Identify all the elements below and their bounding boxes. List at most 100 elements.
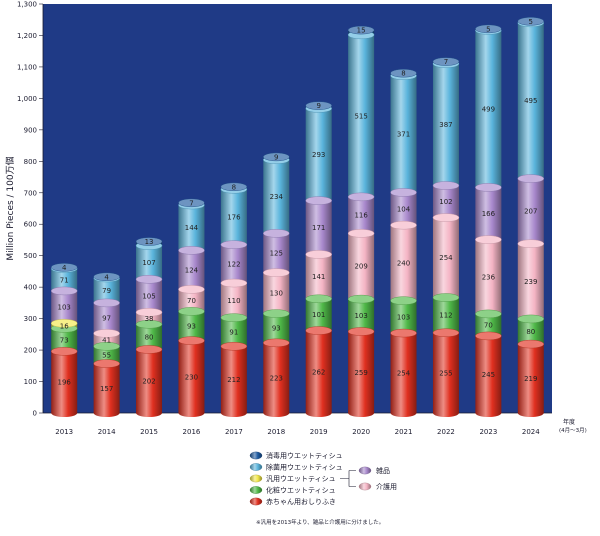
bar-value-label: 202 (142, 378, 155, 386)
bar-value-label: 80 (526, 328, 535, 336)
legend-label: 介護用 (376, 482, 397, 491)
bar-segment (390, 192, 417, 226)
bar-value-label: 110 (227, 297, 240, 305)
bar-value-label: 13 (145, 238, 154, 246)
bar-value-label: 4 (104, 273, 109, 281)
bar-value-label: 495 (524, 97, 537, 105)
bar-segment (517, 344, 544, 413)
bar-value-label: 171 (312, 224, 325, 232)
footnote: ※汎用を2013年より、雑品と介護用に分けました。 (256, 518, 384, 526)
x-tick-label: 2021 (395, 428, 413, 436)
bar-value-label: 262 (312, 368, 325, 376)
bar-stack-2014: 157 55 41 97 79 4 (93, 272, 120, 417)
bar-segment (305, 298, 332, 331)
bar-segment (348, 331, 375, 413)
legend-swatch (249, 451, 263, 460)
legend-bracket (340, 470, 356, 487)
bar-segment-top (220, 240, 248, 249)
bar-segment (263, 159, 290, 234)
bar-segment-top (517, 174, 544, 183)
bar-value-label: 93 (187, 323, 196, 331)
legend-label: 雑品 (376, 466, 390, 475)
bar-segment (517, 243, 544, 319)
bar-segment (517, 22, 544, 179)
bar-value-label: 80 (145, 333, 154, 341)
bar-segment-top (475, 24, 502, 34)
bar-segment (432, 63, 459, 186)
legend-item: 汎用ウエットティシュ (249, 474, 336, 483)
bar-segment (220, 346, 247, 413)
legend-item: 赤ちゃん用おしりふき (249, 497, 336, 506)
bar-segment (390, 333, 417, 413)
bar-stack-2015: 202 80 38 105 107 13 (135, 237, 163, 417)
bar-segment-bottom (432, 409, 459, 417)
bar-segment-top (178, 246, 205, 255)
bar-value-label: 259 (354, 369, 367, 377)
bar-value-label: 234 (270, 193, 284, 201)
bar-segment-top (305, 294, 332, 303)
bar-value-label: 130 (270, 290, 283, 298)
legend-swatch (249, 474, 263, 483)
bar-value-label: 70 (484, 321, 493, 329)
bar-segment (390, 300, 417, 334)
bar-segment (136, 279, 163, 313)
bar-value-label: 7 (444, 58, 448, 66)
y-tick-label: 1,300 (17, 1, 37, 9)
bar-value-label: 239 (524, 278, 537, 286)
bar-segment-top (305, 326, 332, 335)
bar-stack-2018: 223 93 130 125 234 9 (263, 152, 290, 417)
bar-segment-top (135, 308, 163, 317)
bar-segment-top (517, 17, 544, 26)
x-tick-label: 2019 (310, 428, 328, 436)
bar-value-label: 70 (187, 297, 196, 305)
bar-value-label: 79 (102, 287, 111, 295)
x-tick-label: 2023 (479, 428, 497, 436)
bar-value-label: 207 (524, 208, 537, 216)
bar-value-label: 254 (397, 370, 411, 378)
bar-value-label: 97 (102, 315, 111, 323)
x-tick-label: 2013 (55, 428, 73, 436)
bar-segment (475, 30, 502, 188)
x-tick-label: 2015 (140, 428, 158, 436)
bar-segment-bottom (517, 409, 544, 417)
bar-segment-top (263, 268, 290, 277)
bar-value-label: 112 (439, 312, 452, 320)
bar-segment-top (220, 278, 248, 288)
bar-segment (390, 75, 417, 193)
y-tick-label: 1,100 (17, 63, 37, 71)
bar-segment-top (220, 342, 248, 351)
bar-segment-top (432, 328, 460, 337)
x-tick-label: 2016 (183, 428, 201, 436)
bar-segment-top (178, 198, 205, 208)
bar-segment (517, 178, 544, 244)
bar-segment-top (51, 319, 78, 328)
bar-segment-top (135, 345, 163, 354)
bar-value-label: 219 (524, 375, 537, 383)
bar-segment (263, 313, 290, 343)
bar-stack-2022: 255 112 254 102 387 7 (432, 57, 460, 417)
bar-segment (93, 363, 120, 413)
bar-segment-top (347, 327, 375, 336)
bar-segment-top (135, 237, 163, 246)
bar-value-label: 499 (482, 105, 495, 113)
bar-value-label: 125 (270, 250, 283, 258)
bar-segment-top (390, 188, 417, 197)
bar-stack-2021: 254 103 240 104 371 8 (390, 69, 417, 417)
bar-segment-top (305, 196, 332, 205)
bar-value-label: 55 (102, 351, 111, 359)
bar-segment-bottom (93, 409, 120, 417)
bar-segment (432, 217, 459, 298)
bar-segment-bottom (390, 409, 417, 417)
bar-segment-top (475, 235, 502, 244)
bar-stack-2019: 262 101 141 171 293 9 (305, 101, 332, 417)
legend-label: 赤ちゃん用おしりふき (266, 498, 336, 506)
bar-value-label: 209 (354, 263, 367, 271)
bar-value-label: 196 (58, 379, 72, 387)
x-tick-label: 2017 (225, 428, 243, 436)
bar-value-label: 103 (58, 304, 71, 312)
bar-stack-2020: 259 103 209 116 515 15 (347, 25, 375, 417)
y-tick-label: 600 (24, 221, 37, 229)
bar-value-label: 236 (482, 273, 496, 281)
bar-segment (136, 245, 163, 280)
bar-segment-top (263, 309, 290, 318)
